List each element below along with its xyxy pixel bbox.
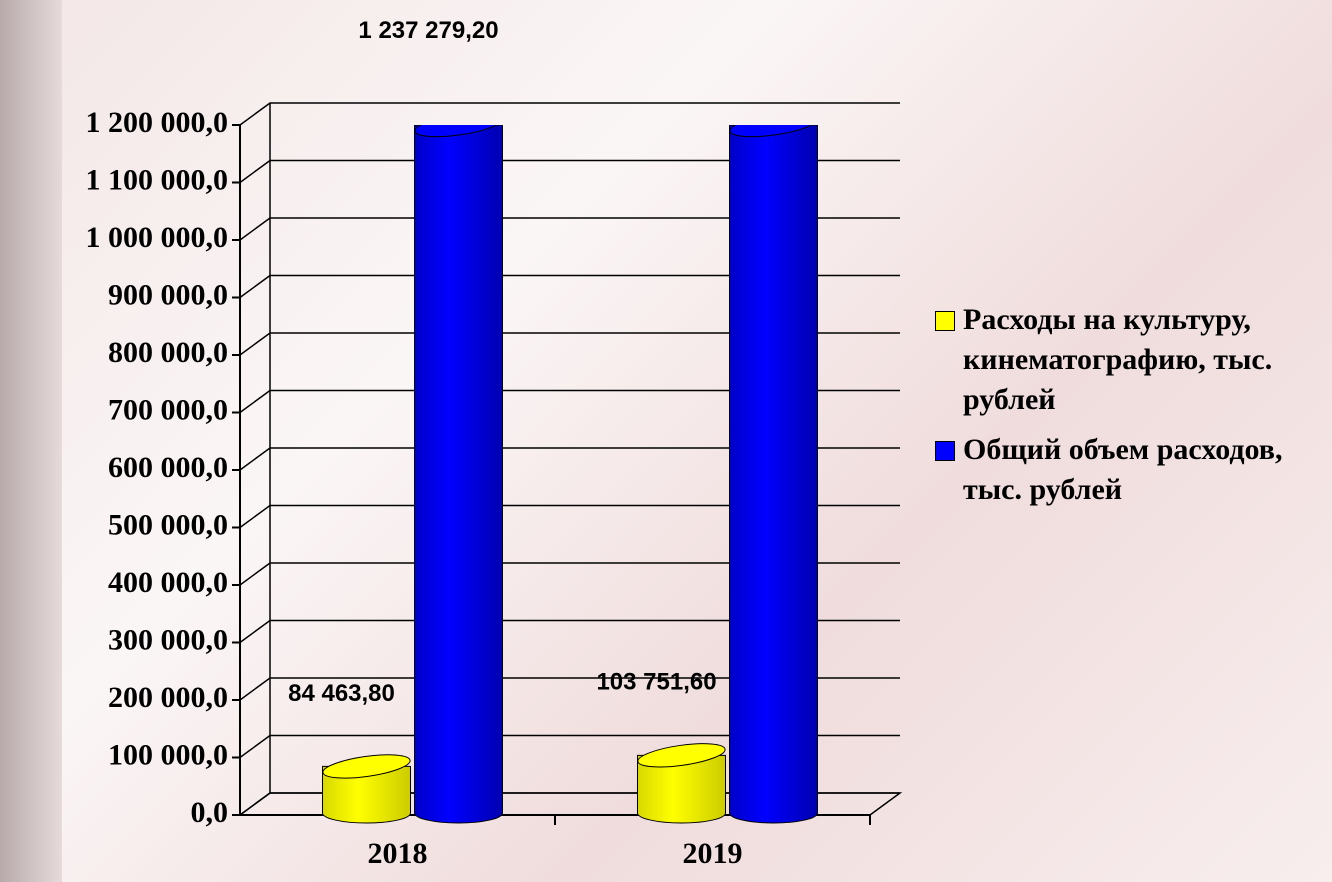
x-tick-label: 2018 xyxy=(368,837,428,870)
bar-body xyxy=(637,754,726,824)
y-tick-label: 800 000,0 xyxy=(108,336,228,369)
value-label: 1 237 279,20 xyxy=(358,17,498,44)
bar-top xyxy=(637,743,726,768)
y-tick-label: 500 000,0 xyxy=(108,508,228,541)
bar xyxy=(729,125,818,824)
grid-line xyxy=(239,102,900,126)
bar-body xyxy=(729,125,818,824)
grid-line xyxy=(239,217,900,241)
legend-label: Расходы на культуру, кинематографию, тыс… xyxy=(963,303,1273,416)
bar xyxy=(322,754,411,824)
plot: 0,0 100 000,0 200 000,0 300 000,0 400 000,0 5… xyxy=(86,17,903,870)
x-tick-label: 2019 xyxy=(683,837,743,870)
bar-body xyxy=(322,765,411,824)
grid-line xyxy=(239,734,900,759)
bar xyxy=(637,743,726,824)
bar-top xyxy=(322,754,411,779)
legend: Расходы на культуру, кинематографию, тыс… xyxy=(935,300,1325,520)
legend-label: Общий объем расходов, тыс. рублей xyxy=(963,433,1283,506)
value-label: 103 751,60 xyxy=(596,669,716,696)
bar-body xyxy=(414,125,503,824)
y-tick-label: 700 000,0 xyxy=(108,393,228,426)
y-tick-label: 600 000,0 xyxy=(108,451,228,484)
legend-item: Расходы на культуру, кинематографию, тыс… xyxy=(935,300,1325,420)
grid-line xyxy=(239,504,900,529)
y-tick-label: 1 000 000,0 xyxy=(86,221,229,254)
bar-top xyxy=(729,125,818,138)
grid-line xyxy=(239,619,900,644)
grid-line xyxy=(239,332,900,356)
y-tick-label: 300 000,0 xyxy=(108,623,228,656)
y-tick-label: 1 100 000,0 xyxy=(86,163,229,196)
value-label: 84 463,80 xyxy=(288,680,395,707)
y-tick-label: 900 000,0 xyxy=(108,278,228,311)
side-strip xyxy=(0,0,62,882)
bar xyxy=(414,125,503,824)
legend-item: Общий объем расходов, тыс. рублей xyxy=(935,430,1325,510)
grid-line xyxy=(239,562,900,586)
y-tick-label: 1 200 000,0 xyxy=(86,106,229,139)
y-tick-label: 0,0 xyxy=(191,796,229,829)
bars xyxy=(322,125,818,824)
y-tick-label: 200 000,0 xyxy=(108,681,228,714)
grid-line xyxy=(239,677,900,701)
bar-top xyxy=(414,125,503,138)
y-tick-label: 400 000,0 xyxy=(108,566,228,599)
legend-swatch xyxy=(935,441,955,461)
grid-line xyxy=(239,447,900,471)
grid-line xyxy=(239,274,900,299)
legend-swatch xyxy=(935,311,955,331)
grid-line xyxy=(239,389,900,414)
grid-line xyxy=(239,159,900,184)
y-tick-label: 100 000,0 xyxy=(108,738,228,771)
